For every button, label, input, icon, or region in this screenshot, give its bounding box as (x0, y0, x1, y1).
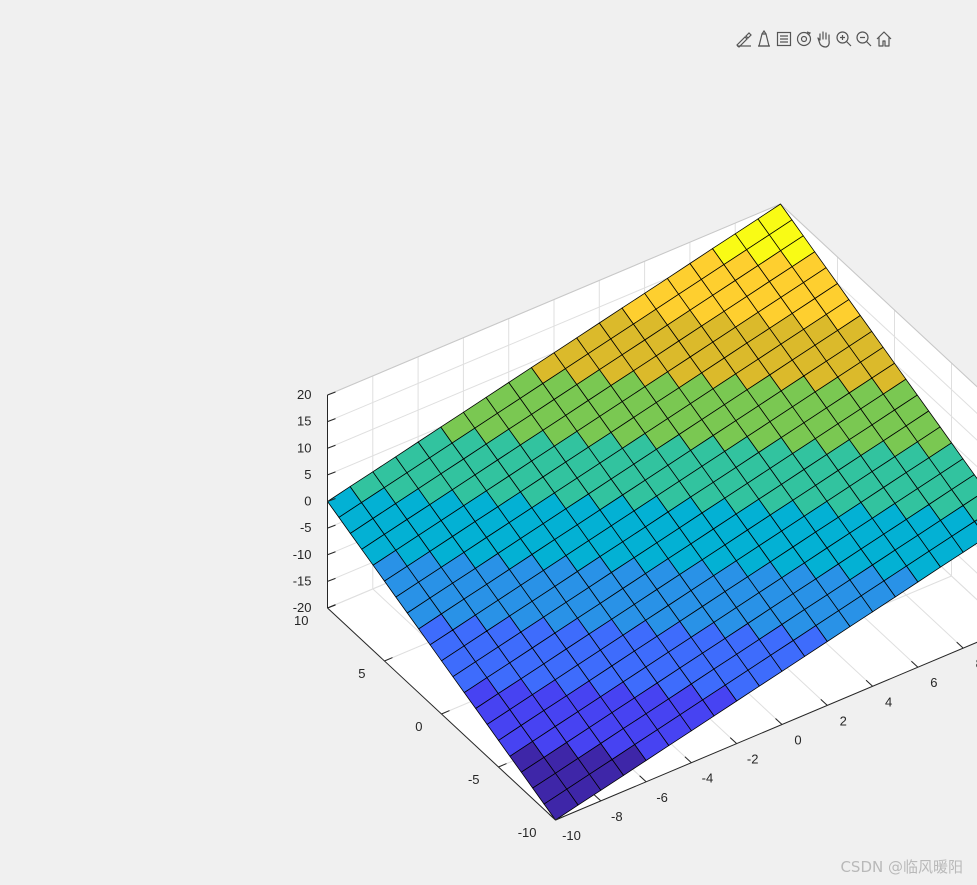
y-tick-mark (384, 657, 393, 662)
zoom-in-button[interactable] (834, 29, 854, 49)
y-tick-label: -5 (468, 772, 480, 787)
y-tick-label: 5 (358, 666, 365, 681)
x-tick-mark (639, 775, 647, 783)
y-tick-label: 0 (415, 719, 422, 734)
z-tick-label: 0 (304, 494, 311, 509)
x-tick-mark (956, 641, 964, 649)
watermark: CSDN @临风暖阳 (840, 858, 963, 876)
x-tick-label: 0 (794, 733, 801, 748)
z-tick-mark (327, 551, 336, 556)
x-tick-mark (865, 679, 873, 687)
z-tick-label: 20 (297, 387, 311, 402)
zoom-out-icon (856, 31, 872, 47)
x-tick-label: 6 (930, 675, 937, 690)
x-tick-label: 4 (885, 694, 892, 709)
y-tick-mark (327, 604, 336, 609)
home-button[interactable] (874, 29, 894, 49)
brush-button[interactable] (734, 29, 754, 49)
y-tick-label: 10 (294, 613, 308, 628)
pan-button[interactable] (814, 29, 834, 49)
z-tick-mark (327, 391, 336, 396)
y-tick-label: -10 (518, 825, 537, 840)
z-tick-label: -5 (300, 520, 312, 535)
z-tick-mark (327, 471, 336, 476)
y-tick-mark (441, 710, 450, 715)
rotate-3d-button[interactable] (794, 29, 814, 49)
z-tick-mark (327, 524, 336, 529)
y-axis-ticks: -10 -5 0 5 10 (294, 604, 564, 840)
x-tick-label: 8 (976, 656, 977, 671)
x-tick-mark (775, 718, 783, 725)
x-tick-label: -10 (562, 828, 581, 843)
pan-hand-icon (817, 31, 830, 48)
x-tick-label: -4 (702, 771, 714, 786)
z-tick-mark (327, 444, 336, 449)
z-tick-mark (327, 418, 336, 423)
x-tick-label: 2 (840, 713, 847, 728)
z-tick-label: -10 (293, 547, 312, 562)
y-tick-mark (498, 763, 507, 768)
brush-icon (736, 32, 752, 48)
surface-mesh (327, 203, 977, 821)
x-tick-mark (820, 699, 828, 706)
z-tick-label: 5 (304, 467, 311, 482)
zoom-in-icon (836, 31, 852, 47)
rotate-3d-icon (796, 31, 812, 47)
x-tick-mark (729, 737, 738, 744)
x-tick-label: -2 (747, 752, 759, 767)
z-tick-mark (327, 577, 336, 582)
x-axis-ticks: -10-8-6-4-20246810 (548, 641, 977, 843)
z-tick-label: -20 (293, 600, 312, 615)
data-tips-button[interactable] (754, 29, 774, 49)
x-tick-label: -6 (656, 790, 668, 805)
x-tick-mark (593, 794, 602, 802)
x-tick-mark (911, 660, 919, 668)
zoom-out-button[interactable] (854, 29, 874, 49)
home-icon (876, 31, 892, 47)
axes-toolbar (734, 28, 894, 50)
z-tick-mark (327, 498, 336, 502)
data-tips-icon (758, 30, 770, 47)
surface-patch (543, 788, 579, 821)
x-tick-label: -8 (611, 809, 623, 824)
legend-button[interactable] (774, 29, 794, 49)
z-axis-ticks: -20 -15 -10 -5 0 5 10 15 20 (293, 387, 336, 615)
z-tick-label: 10 (297, 440, 311, 455)
legend-icon (776, 31, 792, 47)
z-tick-label: 15 (297, 414, 311, 429)
x-tick-mark (684, 756, 692, 764)
z-tick-label: -15 (293, 573, 312, 588)
y-tick-mark (555, 816, 564, 821)
x-tick-mark (548, 813, 556, 821)
